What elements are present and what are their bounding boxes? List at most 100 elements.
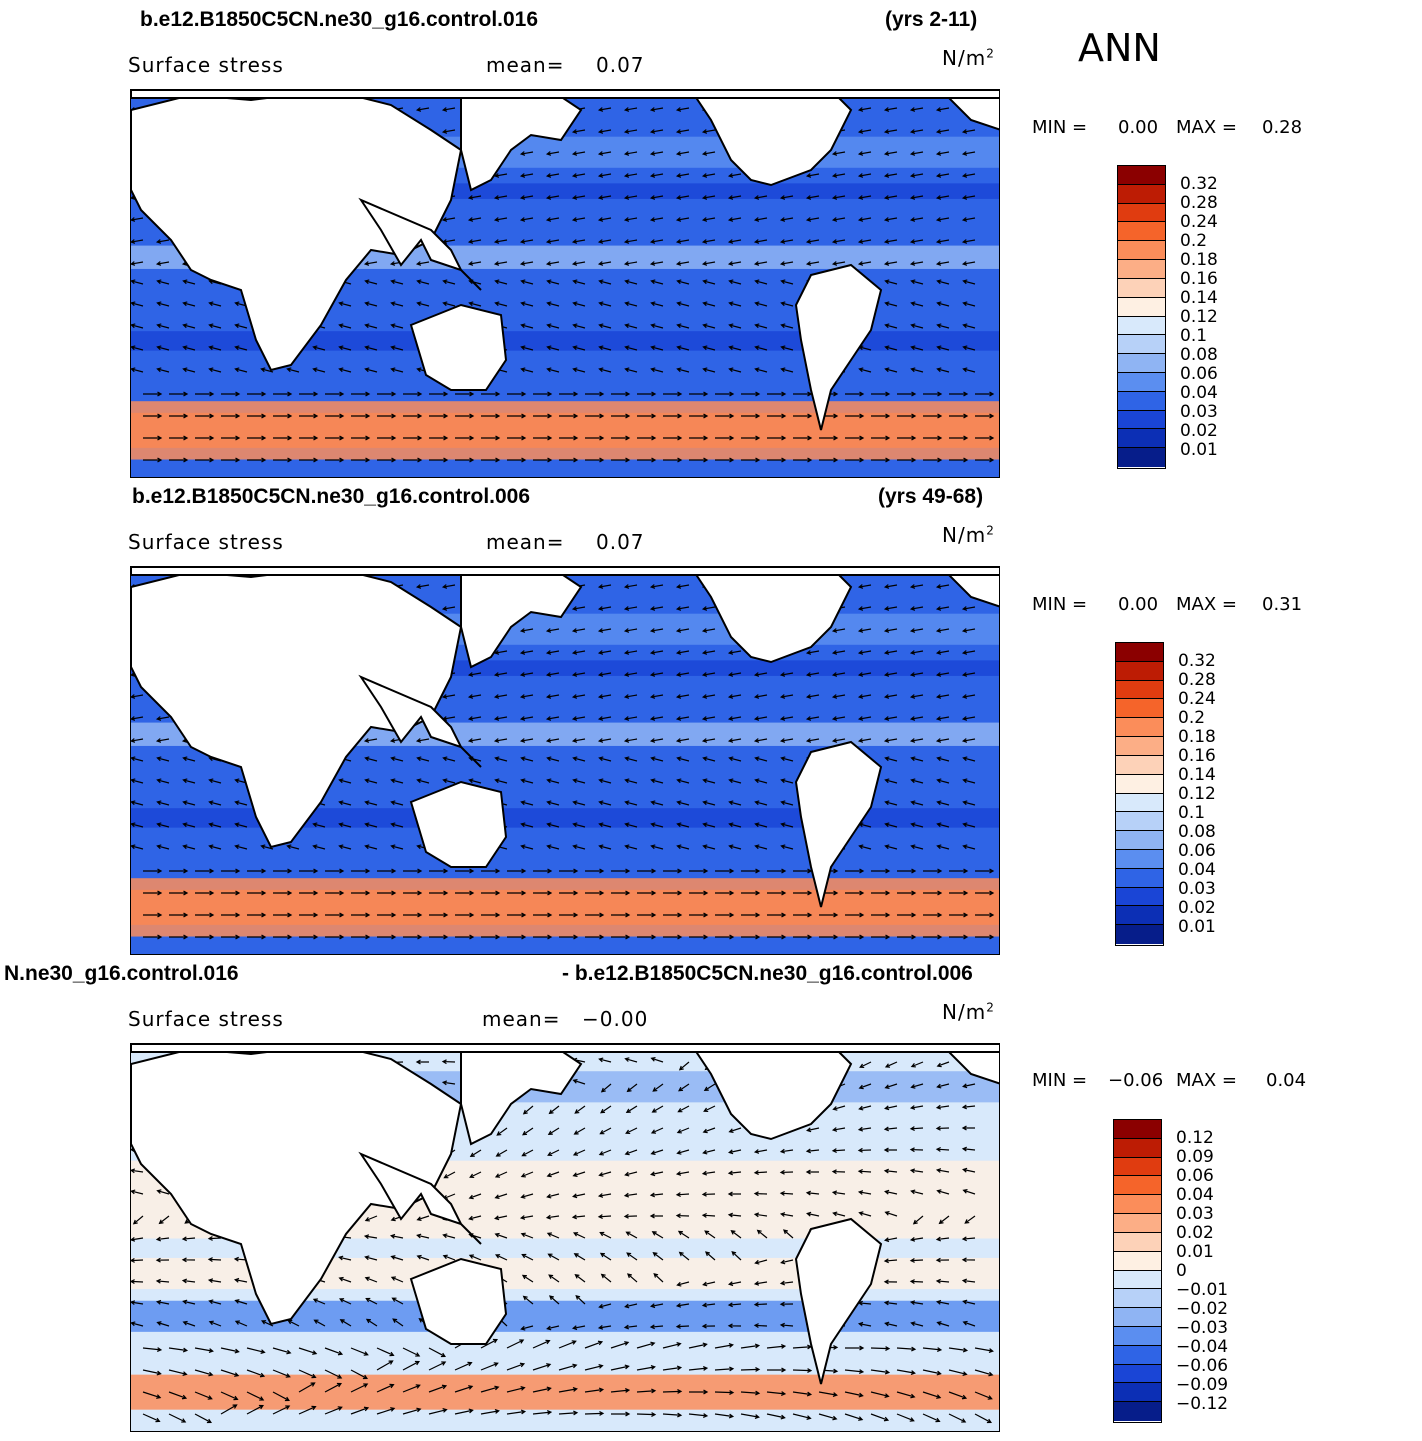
wind-arrow (428, 1361, 447, 1371)
colorbar-swatch (1116, 774, 1163, 794)
wind-arrow (467, 694, 482, 699)
wind-arrow (195, 868, 215, 874)
wind-arrow (597, 650, 612, 655)
wind-arrow (533, 457, 553, 463)
landmass (409, 1257, 508, 1345)
wind-arrow (805, 716, 820, 721)
wind-arrow (623, 239, 638, 244)
wind-arrow (403, 457, 423, 463)
wind-arrow (897, 391, 917, 397)
colorbar-swatch (1118, 335, 1165, 355)
wind-arrow (585, 457, 605, 463)
wind-arrow (935, 738, 950, 743)
wind-arrow (364, 301, 378, 307)
wind-arrow (975, 890, 995, 896)
wind-arrow (649, 628, 664, 633)
wind-arrow (650, 323, 664, 329)
colorbar-tick-label: −0.06 (1176, 1356, 1229, 1376)
min-value: 0.00 (1118, 117, 1159, 138)
wind-arrow (169, 890, 189, 896)
wind-arrow (935, 173, 950, 178)
wind-arrow (805, 650, 820, 655)
wind-arrow (819, 912, 839, 918)
wind-arrow (675, 628, 690, 633)
wind-arrow (651, 1231, 664, 1239)
wind-arrow (598, 1057, 612, 1063)
wind-arrow (649, 151, 664, 156)
wind-arrow (611, 457, 631, 463)
wind-arrow (481, 890, 501, 896)
wind-arrow (521, 1274, 534, 1283)
wind-arrow (519, 1215, 534, 1220)
variable-label: Surface stress (128, 53, 284, 77)
wind-arrow (131, 1168, 144, 1174)
wind-arrow (883, 151, 898, 156)
colorbar-swatch (1116, 737, 1163, 756)
wind-arrow (195, 890, 215, 896)
wind-arrow (559, 457, 579, 463)
wind-arrow (961, 151, 976, 156)
wind-arrow (572, 822, 586, 828)
colorbar-tick-label: 0.16 (1178, 746, 1216, 766)
wind-arrow (131, 1279, 144, 1284)
wind-arrow (429, 934, 449, 940)
wind-arrow (675, 738, 690, 743)
wind-arrow (650, 1127, 664, 1134)
wind-arrow (131, 1189, 144, 1195)
wind-arrow (701, 195, 716, 200)
wind-arrow (506, 1362, 526, 1371)
wind-arrow (571, 173, 586, 178)
wind-arrow (715, 890, 735, 896)
wind-arrow (649, 738, 664, 743)
wind-arrow (390, 279, 404, 285)
colorbar-swatch (1114, 1176, 1161, 1196)
wind-arrow (131, 1321, 144, 1327)
wind-arrow (753, 1191, 768, 1197)
wind-arrow (626, 1252, 638, 1261)
wind-arrow (441, 1080, 456, 1086)
wind-arrow (688, 1342, 708, 1349)
wind-arrow (731, 1250, 742, 1261)
wind-arrow (546, 1193, 560, 1199)
wind-arrow (662, 1342, 682, 1349)
wind-arrow (962, 1188, 976, 1195)
wind-arrow (441, 1059, 456, 1065)
wind-arrow (132, 1215, 144, 1225)
wind-arrow (689, 934, 709, 940)
wind-arrow (325, 934, 345, 940)
wind-arrow (481, 912, 501, 918)
wind-arrow (675, 606, 690, 611)
wind-arrow (961, 195, 976, 200)
wind-arrow (909, 107, 924, 112)
wind-arrow (545, 650, 560, 655)
wind-arrow (805, 1148, 820, 1154)
wind-arrow (678, 1251, 690, 1261)
wind-arrow (521, 1253, 534, 1261)
landmass (794, 1217, 883, 1385)
colorbar-swatch (1116, 906, 1163, 926)
wind-arrow (753, 1212, 768, 1218)
wind-arrow (922, 1391, 942, 1399)
wind-arrow (727, 1281, 742, 1287)
wind-arrow (884, 1083, 898, 1090)
wind-arrow (831, 1148, 846, 1154)
wind-arrow (884, 1061, 898, 1068)
landmass (460, 567, 583, 669)
wind-arrow (753, 1280, 768, 1286)
wind-arrow (131, 345, 144, 351)
landmass (409, 780, 508, 868)
wind-arrow (936, 301, 950, 307)
colorbar-swatch (1118, 297, 1165, 317)
wind-arrow (909, 173, 924, 178)
wind-arrow (754, 822, 768, 828)
wind-arrow (298, 1347, 318, 1355)
wind-arrow (688, 1413, 709, 1418)
wind-arrow (494, 778, 508, 784)
wind-arrow (585, 435, 605, 441)
wind-arrow (623, 1192, 638, 1198)
wind-arrow (597, 628, 612, 633)
wind-arrow (221, 391, 241, 397)
colorbar-tick-label: 0.14 (1178, 765, 1216, 785)
wind-arrow (779, 1190, 794, 1196)
wind-arrow (649, 217, 664, 222)
